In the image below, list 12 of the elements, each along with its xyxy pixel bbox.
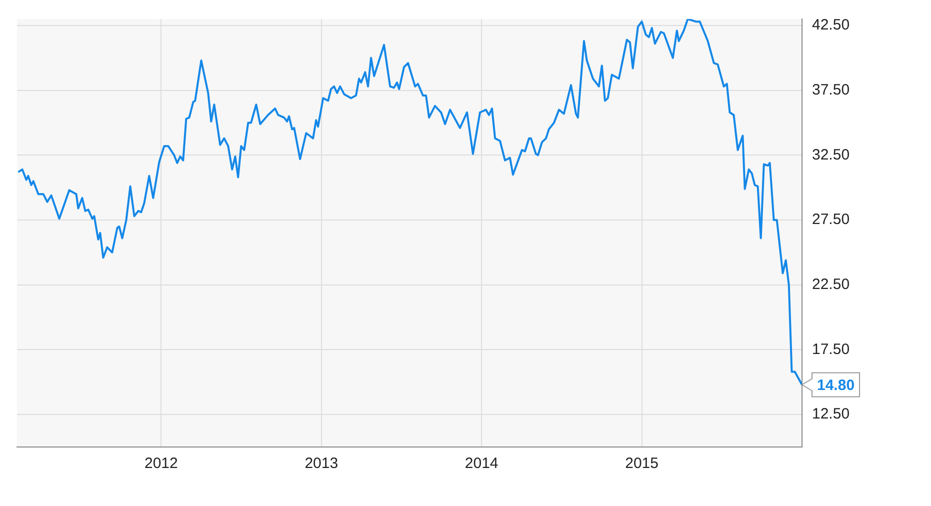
x-tick-label: 2012 (144, 455, 178, 472)
y-tick-label: 32.50 (812, 146, 850, 164)
annotation: 14.80 (817, 376, 855, 394)
x-tick-label: 2014 (464, 455, 498, 472)
x-tick-label: 2015 (625, 455, 658, 472)
y-tick-label: 42.50 (812, 16, 850, 34)
y-tick-label: 12.50 (812, 406, 850, 423)
y-tick-label: 37.50 (812, 81, 850, 98)
y-tick-label: 22.50 (812, 276, 850, 294)
y-tick-label: 17.50 (812, 340, 850, 358)
x-tick-label: 2013 (304, 455, 338, 472)
y-tick-label: 27.50 (812, 211, 850, 228)
